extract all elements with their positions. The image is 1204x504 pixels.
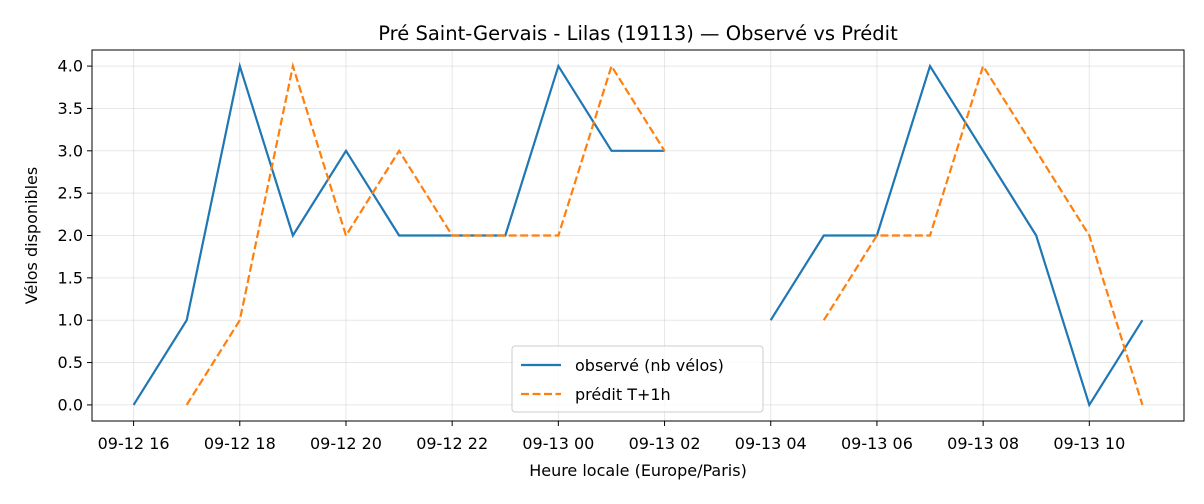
series-line-1 bbox=[185, 61, 666, 406]
x-tick-label: 09-12 18 bbox=[204, 434, 276, 453]
x-tick-label: 09-13 06 bbox=[841, 434, 913, 453]
y-tick-label: 3.0 bbox=[58, 141, 83, 160]
x-tick-label: 09-12 20 bbox=[310, 434, 382, 453]
x-tick-label: 09-12 22 bbox=[416, 434, 488, 453]
y-tick-label: 0.0 bbox=[58, 395, 83, 414]
y-tick-label: 2.5 bbox=[58, 184, 83, 203]
y-tick-label: 1.5 bbox=[58, 268, 83, 287]
y-tick-label: 0.5 bbox=[58, 353, 83, 372]
legend: observé (nb vélos) prédit T+1h bbox=[511, 345, 764, 413]
y-tick-label: 2.0 bbox=[58, 226, 83, 245]
legend-entry-predit: prédit T+1h bbox=[575, 385, 671, 404]
x-tick-label: 09-13 04 bbox=[735, 434, 807, 453]
y-tick-label: 4.0 bbox=[58, 57, 83, 76]
x-tick-label: 09-12 16 bbox=[98, 434, 170, 453]
x-tick-label: 09-13 02 bbox=[629, 434, 701, 453]
series-layer bbox=[132, 61, 1144, 408]
x-tick-label: 09-13 10 bbox=[1053, 434, 1125, 453]
legend-entry-observe: observé (nb vélos) bbox=[575, 356, 724, 375]
y-axis-ticks: 0.0 0.5 1.0 1.5 2.0 2.5 3.0 3.5 4.0 bbox=[58, 57, 92, 414]
x-tick-label: 09-13 00 bbox=[522, 434, 594, 453]
x-axis-ticks: 09-12 16 09-12 18 09-12 20 09-12 22 09-13 00… bbox=[98, 421, 1125, 453]
y-axis-label: Vélos disponibles bbox=[22, 167, 41, 304]
x-tick-label: 09-13 08 bbox=[947, 434, 1019, 453]
series-line-1 bbox=[822, 63, 1144, 406]
legend-box bbox=[511, 345, 764, 413]
chart-title: Pré Saint-Gervais - Lilas (19113) — Obse… bbox=[378, 22, 898, 45]
series-line-0 bbox=[132, 61, 665, 406]
y-tick-label: 1.0 bbox=[58, 311, 83, 330]
y-tick-label: 3.5 bbox=[58, 99, 83, 118]
x-axis-label: Heure locale (Europe/Paris) bbox=[529, 461, 747, 480]
series-line-0 bbox=[769, 63, 1144, 408]
